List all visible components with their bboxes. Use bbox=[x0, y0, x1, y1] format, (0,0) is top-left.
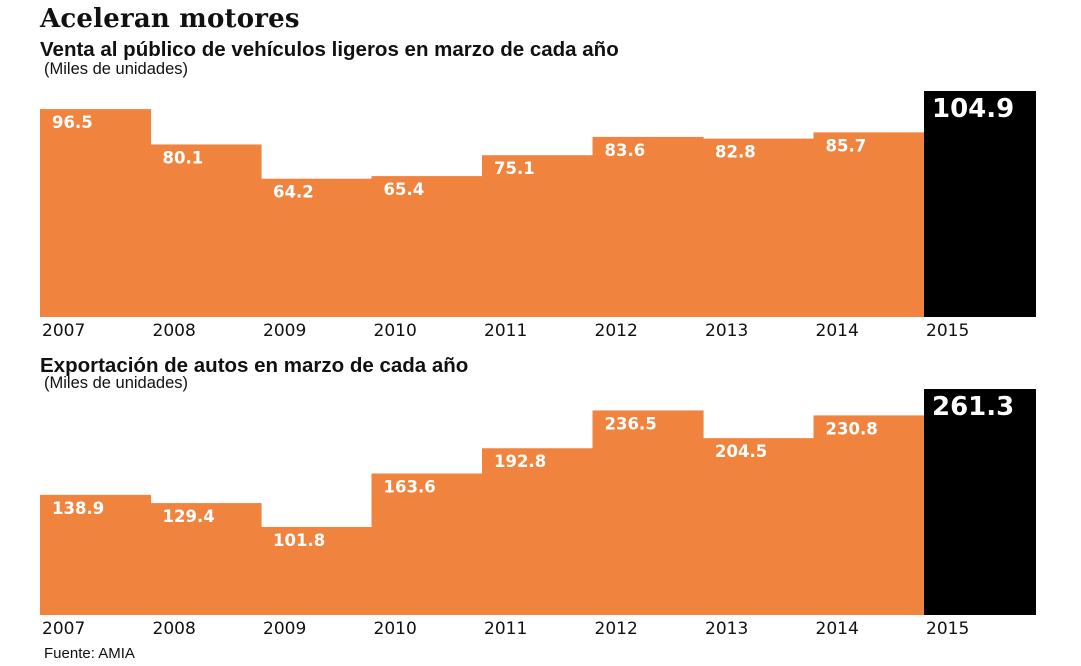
data-label-2015: 104.9 bbox=[932, 94, 1014, 124]
data-label-2013: 204.5 bbox=[715, 442, 767, 461]
x-tick-2008: 2008 bbox=[153, 321, 196, 341]
chart-2-unit: (Miles de unidades) bbox=[44, 374, 188, 392]
data-label-2008: 129.4 bbox=[163, 507, 215, 526]
bar-2011 bbox=[482, 448, 594, 615]
x-tick-2014: 2014 bbox=[816, 321, 859, 341]
bar-2012 bbox=[592, 136, 704, 317]
x-tick-2008: 2008 bbox=[153, 619, 196, 639]
x-tick-2012: 2012 bbox=[595, 321, 638, 341]
x-tick-2013: 2013 bbox=[705, 321, 748, 341]
x-tick-2009: 2009 bbox=[263, 321, 306, 341]
chart-2-title: Exportación de autos en marzo de cada añ… bbox=[40, 354, 469, 377]
data-label-2015: 261.3 bbox=[932, 392, 1014, 422]
bar-2009 bbox=[261, 178, 373, 317]
data-label-2014: 230.8 bbox=[826, 419, 878, 438]
x-tick-2010: 2010 bbox=[374, 321, 417, 341]
x-tick-2011: 2011 bbox=[484, 321, 527, 341]
data-label-2010: 65.4 bbox=[384, 180, 425, 199]
bar-2010 bbox=[371, 473, 483, 615]
data-label-2009: 101.8 bbox=[273, 531, 325, 550]
data-label-2011: 192.8 bbox=[494, 452, 546, 471]
bar-2015 bbox=[924, 91, 1036, 317]
x-tick-2009: 2009 bbox=[263, 619, 306, 639]
data-label-2014: 85.7 bbox=[826, 136, 867, 155]
bar-2012 bbox=[592, 410, 704, 615]
data-label-2007: 138.9 bbox=[52, 499, 104, 518]
headline: Aceleran motores bbox=[40, 4, 300, 34]
data-label-2007: 96.5 bbox=[52, 113, 93, 132]
bar-2009 bbox=[261, 526, 373, 615]
bar-2007 bbox=[40, 494, 152, 615]
bar-2013 bbox=[703, 138, 815, 317]
data-label-2009: 64.2 bbox=[273, 183, 314, 202]
data-label-2012: 83.6 bbox=[605, 141, 646, 160]
bar-2013 bbox=[703, 438, 815, 615]
x-tick-2013: 2013 bbox=[705, 619, 748, 639]
data-label-2010: 163.6 bbox=[384, 478, 436, 497]
bar-2010 bbox=[371, 176, 483, 317]
bar-2014 bbox=[813, 415, 925, 615]
data-label-2011: 75.1 bbox=[494, 159, 535, 178]
bar-2015 bbox=[924, 389, 1036, 615]
chart-2-bar-chart: 138.9 2007 129.4 2008 101.8 2009 163.6 2010 192.… bbox=[40, 389, 1036, 639]
x-tick-2015: 2015 bbox=[926, 619, 969, 639]
bar-2008 bbox=[150, 503, 262, 615]
x-tick-2007: 2007 bbox=[42, 321, 85, 341]
x-tick-2010: 2010 bbox=[374, 619, 417, 639]
x-tick-2015: 2015 bbox=[926, 321, 969, 341]
data-label-2008: 80.1 bbox=[163, 148, 204, 167]
x-tick-2012: 2012 bbox=[595, 619, 638, 639]
bar-2014 bbox=[813, 132, 925, 317]
x-tick-2011: 2011 bbox=[484, 619, 527, 639]
chart-1-bar-chart: 96.5 2007 80.1 2008 64.2 2009 65.4 2010 75.1 2011… bbox=[40, 91, 1036, 341]
x-tick-2007: 2007 bbox=[42, 619, 85, 639]
chart-1-unit: (Miles de unidades) bbox=[44, 60, 188, 78]
chart-1-title: Venta al público de vehículos ligeros en… bbox=[40, 38, 619, 61]
bar-2011 bbox=[482, 155, 594, 317]
source-note: Fuente: AMIA bbox=[44, 645, 135, 662]
data-label-2012: 236.5 bbox=[605, 414, 657, 433]
data-label-2013: 82.8 bbox=[715, 143, 756, 162]
bar-2007 bbox=[40, 109, 152, 318]
bar-2008 bbox=[150, 144, 262, 317]
x-tick-2014: 2014 bbox=[816, 619, 859, 639]
